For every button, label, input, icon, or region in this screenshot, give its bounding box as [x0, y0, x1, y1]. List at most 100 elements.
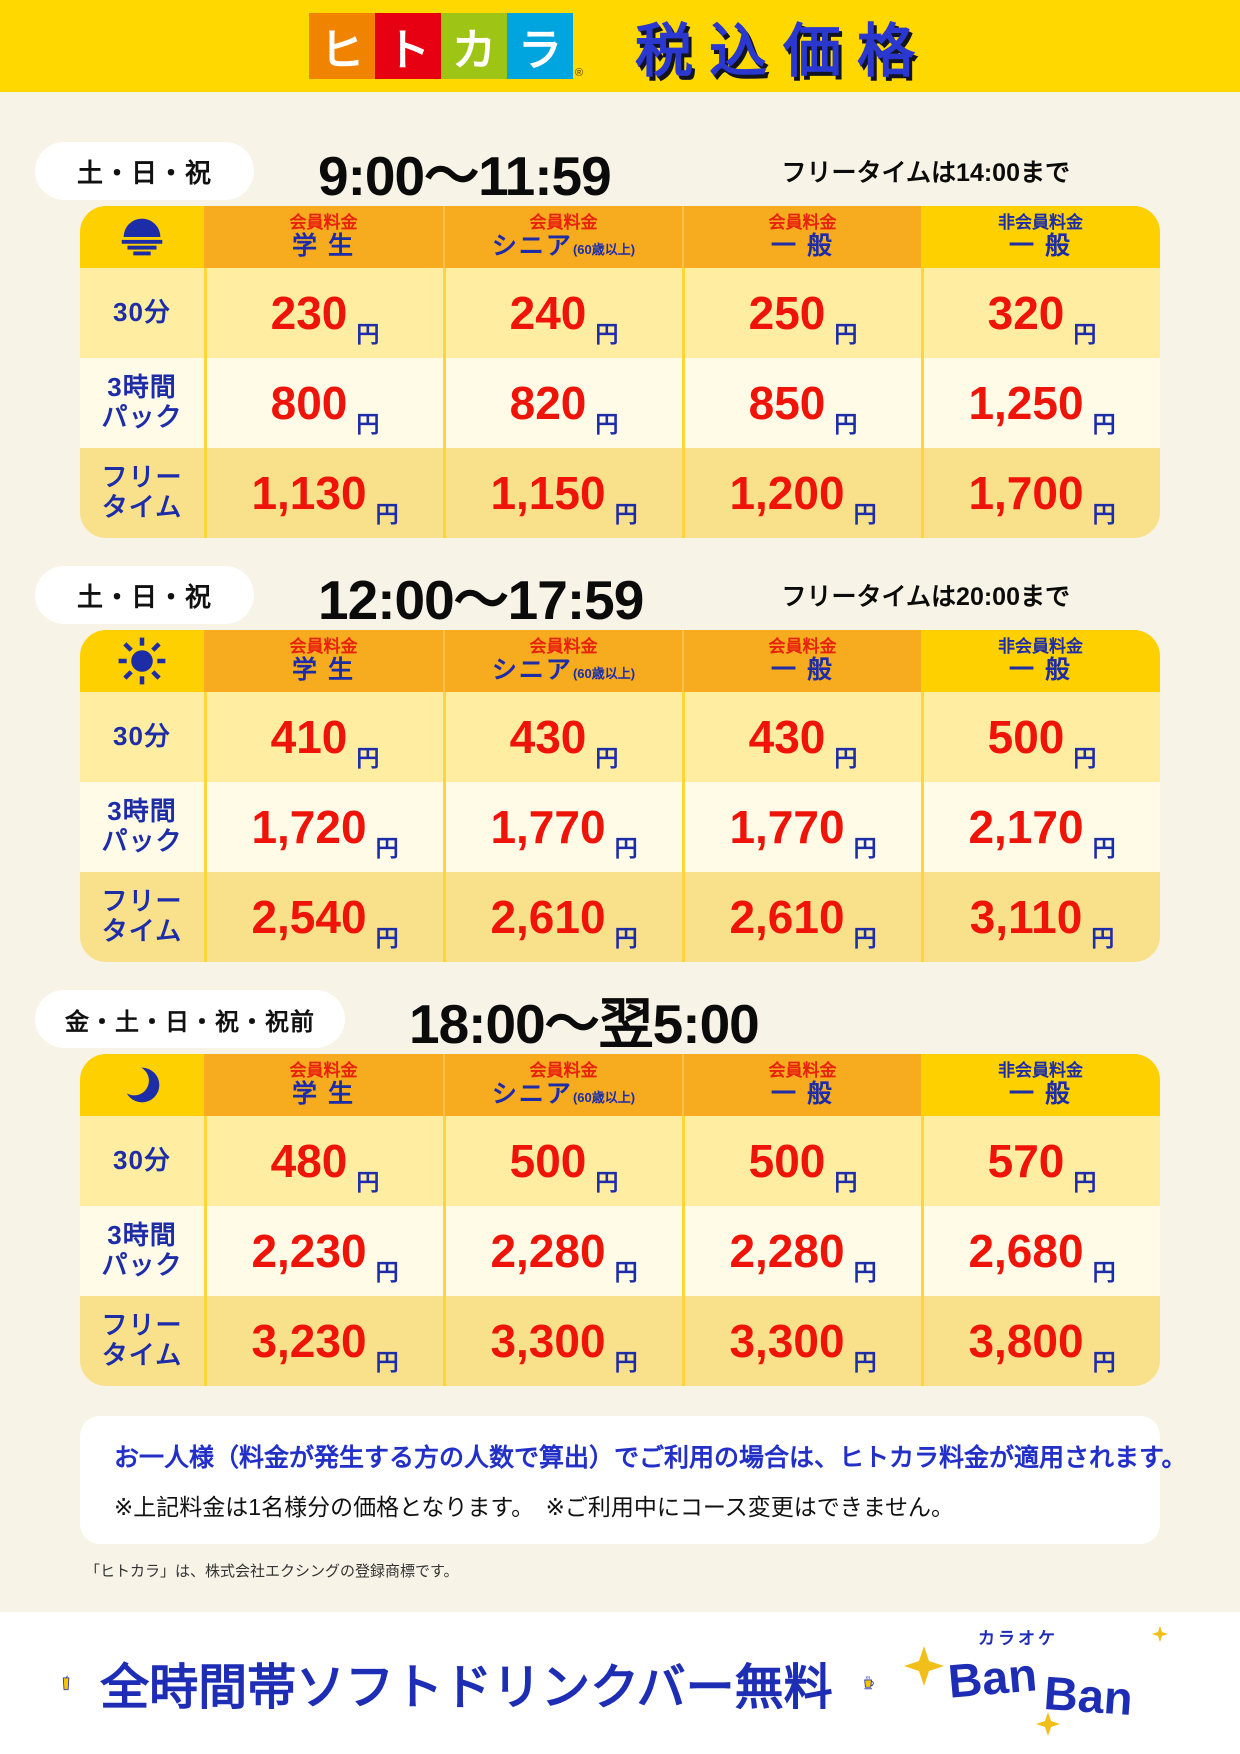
yen-label: 円: [614, 925, 638, 951]
price-cell: 800 円: [204, 358, 443, 448]
price-cell: 3,110 円: [921, 872, 1160, 962]
table-row-freetime: フリー タイム 2,540 円 2,610 円 2,610 円 3,110 円: [80, 872, 1160, 962]
banban-wordmark: Ban: [945, 1647, 1039, 1708]
category-name: 一 般: [1009, 232, 1072, 261]
category-name: シニア: [491, 1080, 573, 1109]
yen-label: 円: [1073, 1169, 1097, 1195]
row-label: 3時間 パック: [80, 1206, 204, 1296]
table-row-freetime: フリー タイム 1,130 円 1,150 円 1,200 円 1,700 円: [80, 448, 1160, 538]
freetime-note: フリータイムは20:00まで: [781, 583, 1070, 611]
category-name: 一 般: [771, 232, 834, 261]
price-cell: 570 円: [921, 1116, 1160, 1206]
row-label: 30分: [80, 1116, 204, 1206]
price-value: 320: [987, 287, 1065, 339]
pricing-section-night: 金・土・日・祝・祝前 18:00～翌5:00 会員料金 学 生 会員料金 シニア…: [0, 962, 1240, 1386]
yen-label: 円: [1092, 835, 1116, 861]
yen-label: 円: [614, 1259, 638, 1285]
price-value: 480: [270, 1135, 348, 1187]
yen-label: 円: [614, 835, 638, 861]
row-label: フリー タイム: [80, 448, 204, 538]
price-value: 1,200: [729, 467, 845, 519]
day-badge: 土・日・祝: [35, 566, 255, 624]
table-row-3hpack: 3時間 パック 2,230 円 2,280 円 2,280 円 2,680 円: [80, 1206, 1160, 1296]
category-suffix: (60歳以上): [572, 666, 636, 682]
fee-type-label: 会員料金: [529, 213, 598, 233]
category-name: 一 般: [1009, 656, 1072, 685]
price-value: 1,150: [490, 467, 606, 519]
price-value: 2,170: [968, 801, 1084, 853]
footer-banner: 全時間帯ソフトドリンクバー無料 カラオケ Ban Ban: [0, 1612, 1240, 1754]
price-value: 850: [748, 377, 826, 429]
price-table: 会員料金 学 生 会員料金 シニア (60歳以上) 会員料金 一 般 非会員料金 …: [80, 206, 1160, 538]
price-cell: 3,230 円: [204, 1296, 443, 1386]
price-value: 2,540: [251, 891, 367, 943]
yen-label: 円: [834, 321, 858, 347]
table-row-30min: 30分 230 円 240 円 250 円 320 円: [80, 268, 1160, 358]
page-title: 税込価格: [635, 19, 932, 84]
price-cell: 1,150 円: [443, 448, 682, 538]
table-header-row: 会員料金 学 生 会員料金 シニア (60歳以上) 会員料金 一 般 非会員料金 …: [80, 206, 1160, 268]
time-range: 18:00～翌5:00: [409, 993, 760, 1055]
fee-type-label: 非会員料金: [998, 1061, 1083, 1081]
price-cell: 500 円: [443, 1116, 682, 1206]
category-suffix: (60歳以上): [572, 1090, 636, 1106]
price-cell: 430 円: [443, 692, 682, 782]
price-cell: 2,170 円: [921, 782, 1160, 872]
price-value: 1,130: [251, 467, 367, 519]
row-label-line: タイム: [101, 492, 183, 522]
category-label: シニア (60歳以上): [492, 657, 635, 685]
price-value: 500: [748, 1135, 826, 1187]
price-cell: 1,250 円: [921, 358, 1160, 448]
price-value: 2,230: [251, 1225, 367, 1277]
price-cell: 500 円: [682, 1116, 921, 1206]
price-value: 3,230: [251, 1315, 367, 1367]
nonmember-header: 非会員料金 一 般: [921, 206, 1160, 268]
price-value: 1,770: [490, 801, 606, 853]
price-cell: 3,300 円: [682, 1296, 921, 1386]
price-value: 2,610: [490, 891, 606, 943]
free-drink-text: 全時間帯ソフトドリンクバー無料: [100, 1660, 833, 1715]
category-label: 学 生: [292, 657, 355, 685]
fee-type-label: 会員料金: [289, 213, 358, 233]
yen-label: 円: [1073, 321, 1097, 347]
category-name: シニア: [491, 232, 573, 261]
row-label-line: パック: [101, 826, 183, 856]
category-label: 一 般: [1009, 657, 1072, 685]
yen-label: 円: [1092, 1259, 1116, 1285]
category-label: シニア (60歳以上): [492, 233, 635, 261]
logo-tile: ヒ: [308, 13, 375, 79]
registered-mark: ®: [574, 67, 584, 79]
time-range: 9:00～11:59: [318, 145, 612, 207]
yen-label: 円: [853, 835, 877, 861]
fee-type-label: 非会員料金: [998, 637, 1083, 657]
moon-icon: [119, 1065, 160, 1103]
category-label: 一 般: [771, 657, 834, 685]
price-value: 820: [509, 377, 587, 429]
price-cell: 320 円: [921, 268, 1160, 358]
time-of-day-cell: [80, 1054, 204, 1116]
price-cell: 1,700 円: [921, 448, 1160, 538]
pricing-section-morning: 土・日・祝 9:00～11:59 フリータイムは14:00まで 会員料金 学 生…: [0, 92, 1240, 538]
price-cell: 410 円: [204, 692, 443, 782]
row-label-line: フリー: [101, 886, 183, 917]
row-label-line: タイム: [101, 1340, 183, 1370]
table-header-row: 会員料金 学 生 会員料金 シニア (60歳以上) 会員料金 一 般 非会員料金 …: [80, 1054, 1160, 1116]
row-label: 30分: [80, 268, 204, 358]
row-label-line: 3時間: [107, 372, 177, 403]
price-value: 3,300: [490, 1315, 606, 1367]
price-table: 会員料金 学 生 会員料金 シニア (60歳以上) 会員料金 一 般 非会員料金 …: [80, 630, 1160, 962]
fee-type-label: 非会員料金: [998, 213, 1083, 233]
row-label: フリー タイム: [80, 872, 204, 962]
yen-label: 円: [375, 1349, 399, 1375]
price-cell: 430 円: [682, 692, 921, 782]
price-value: 410: [270, 711, 348, 763]
yen-label: 円: [834, 411, 858, 437]
top-banner: ヒ ト カ ラ ® 税込価格: [0, 0, 1240, 92]
yen-label: 円: [1092, 501, 1116, 527]
price-value: 500: [509, 1135, 587, 1187]
section-header: 金・土・日・祝・祝前 18:00～翌5:00: [0, 988, 1240, 1055]
price-cell: 2,280 円: [443, 1206, 682, 1296]
price-value: 3,110: [969, 891, 1083, 943]
price-value: 1,250: [968, 377, 1084, 429]
